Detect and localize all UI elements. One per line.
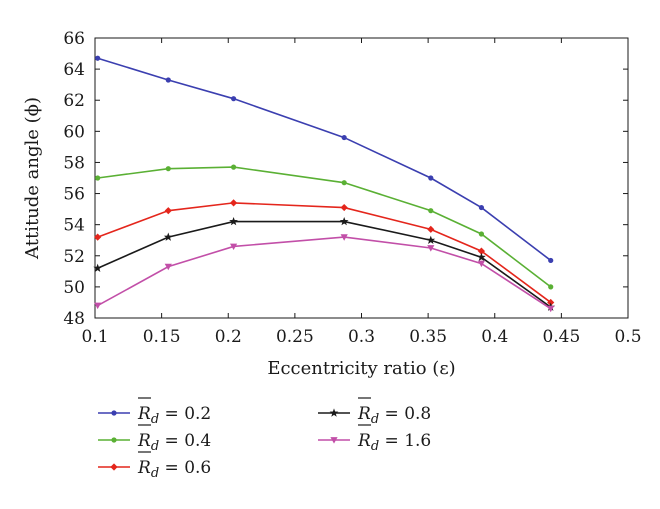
x-tick-label: 0.2 [215, 327, 242, 347]
x-tick-label: 0.45 [542, 327, 580, 347]
data-point [340, 234, 348, 241]
data-point [229, 243, 238, 251]
series-4 [93, 216, 556, 311]
data-point [165, 166, 171, 172]
data-point [477, 252, 486, 262]
y-tick-label: 56 [63, 185, 85, 205]
legend-swatch-marker [111, 410, 117, 416]
data-point [340, 203, 348, 212]
data-point [339, 216, 349, 226]
y-axis-label: Attitude angle (ϕ) [22, 97, 43, 260]
data-point [477, 260, 486, 268]
x-tick-label: 0.4 [481, 327, 508, 347]
legend-swatch-marker [329, 408, 339, 417]
y-tick-label: 66 [63, 29, 85, 49]
legend-swatch-marker [111, 437, 117, 443]
x-tick-label: 0.5 [614, 327, 641, 347]
data-point [164, 263, 172, 271]
x-axis-label: Eccentricity ratio (ε) [267, 358, 455, 379]
data-point [478, 231, 485, 237]
data-point [547, 298, 555, 307]
data-point [230, 96, 237, 102]
x-tick-label: 0.25 [276, 327, 314, 347]
legend-item-1: Rd = 0.2 [98, 397, 211, 427]
y-tick-label: 58 [63, 153, 85, 173]
plot-frame [94, 37, 629, 319]
x-tick-label: 0.15 [143, 327, 181, 347]
series-2 [95, 164, 554, 290]
legend-label: Rd = 0.8 [357, 404, 431, 427]
legend-label: Rd = 0.6 [137, 458, 211, 481]
y-tick-label: 48 [63, 309, 85, 329]
data-point [478, 204, 485, 211]
legend-item-2: Rd = 0.4 [98, 424, 211, 454]
y-tick-label: 52 [63, 247, 85, 267]
data-point [428, 208, 434, 214]
data-point [165, 77, 171, 83]
data-point [341, 134, 347, 141]
plot-area: 0.1 0.15 0.2 0.25 0.3 0.35 0.4 0.45 0.5 48 50 52 54 5… [63, 29, 641, 347]
legend-label: Rd = 1.6 [357, 431, 431, 454]
data-point [547, 305, 555, 313]
series-layer [93, 55, 556, 313]
series-line [97, 57, 552, 262]
legend-swatch-marker [110, 463, 118, 471]
y-tick-label: 60 [63, 122, 85, 142]
data-point [426, 235, 436, 244]
legend-item-5: Rd = 1.6 [318, 424, 431, 454]
data-point [428, 175, 434, 181]
series-5 [94, 234, 555, 313]
x-tick-label: 0.35 [409, 327, 447, 347]
legend: Rd = 0.2 Rd = 0.4 Rd = 0.6 Rd = 0.8 Rd = 1.6 [98, 397, 431, 481]
series-3 [94, 199, 555, 307]
x-tick-label: 0.3 [348, 327, 375, 347]
y-tick-label: 64 [63, 60, 85, 80]
data-point [94, 302, 102, 310]
data-point [163, 232, 173, 241]
y-tick-label: 62 [63, 91, 85, 111]
data-point [229, 216, 238, 226]
legend-item-4: Rd = 0.8 [318, 397, 431, 427]
x-tick-label: 0.1 [81, 327, 108, 347]
legend-swatch-marker [330, 437, 338, 444]
legend-item-3: Rd = 0.6 [98, 451, 211, 481]
data-point [548, 257, 554, 264]
data-point [94, 233, 102, 241]
data-point [95, 175, 101, 181]
data-point [427, 225, 435, 233]
data-point [93, 263, 103, 272]
data-point [341, 180, 347, 186]
data-point [230, 164, 237, 170]
data-point [95, 55, 101, 61]
data-point [477, 247, 486, 255]
data-point [164, 207, 172, 215]
data-point [229, 199, 238, 207]
series-1 [95, 55, 554, 264]
legend-label: Rd = 0.2 [137, 404, 211, 427]
legend-label: Rd = 0.4 [137, 431, 211, 454]
y-tick-label: 54 [63, 216, 85, 236]
data-point [427, 245, 435, 252]
data-point [548, 284, 554, 290]
y-tick-label: 50 [63, 278, 85, 298]
series-line [97, 236, 552, 310]
